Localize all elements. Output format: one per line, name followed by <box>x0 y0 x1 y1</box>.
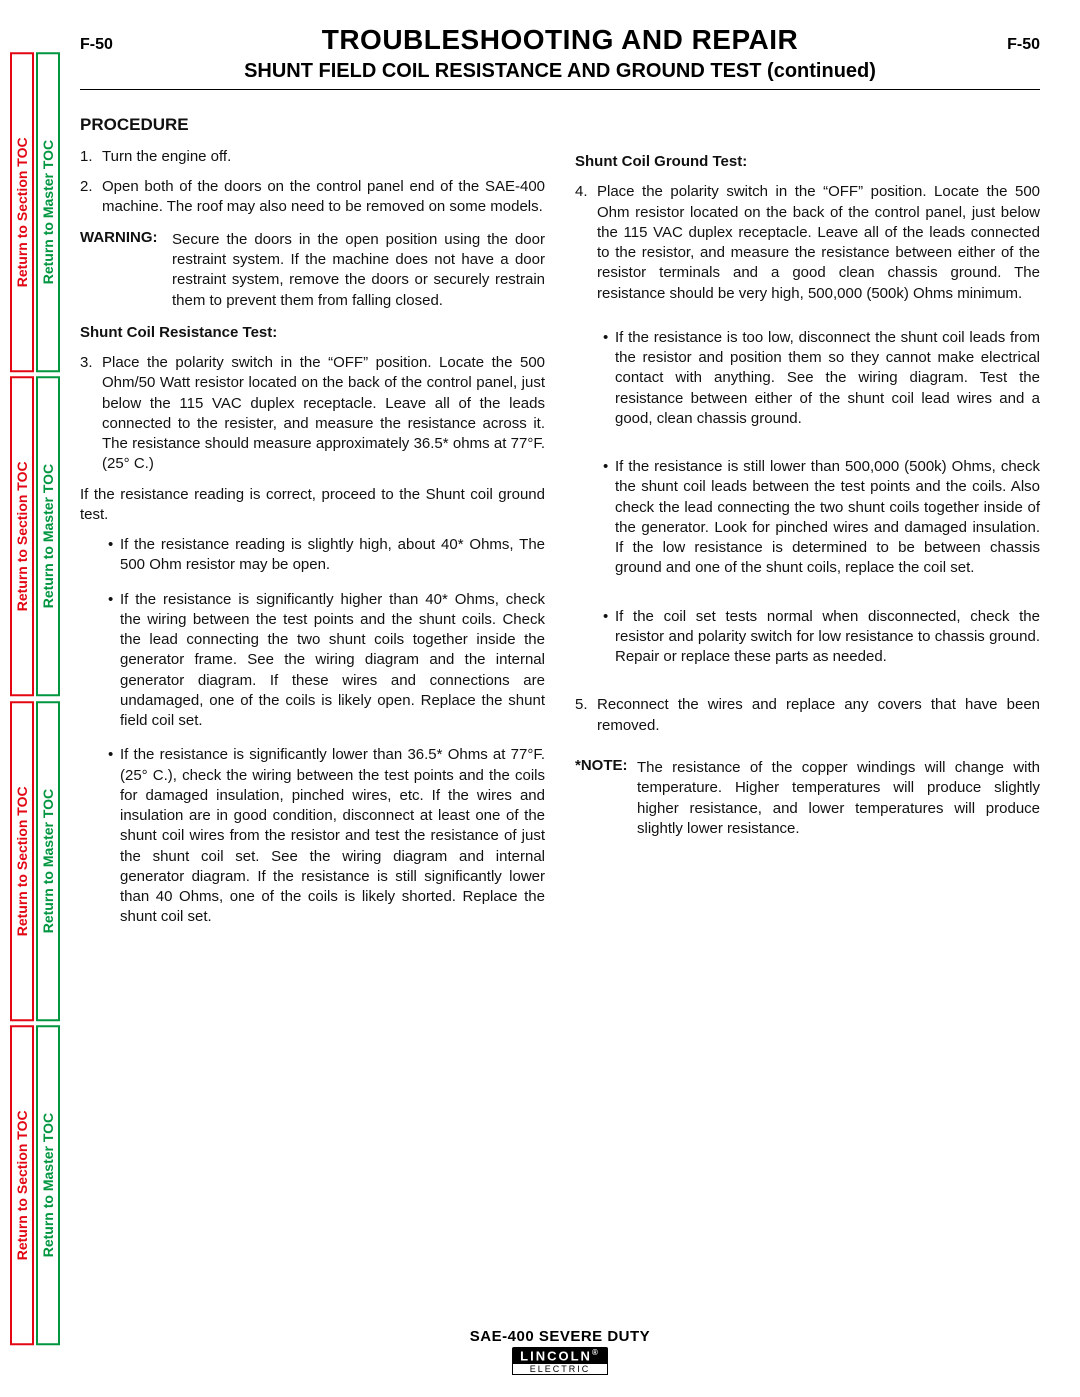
ground-bullets: If the resistance is too low, disconnect… <box>575 328 1040 668</box>
step-text: Turn the engine off. <box>102 147 545 167</box>
resistance-bullets: If the resistance reading is slightly hi… <box>80 535 545 928</box>
return-master-toc-link[interactable]: Return to Master TOC <box>36 1025 60 1345</box>
page-title: TROUBLESHOOTING AND REPAIR <box>322 24 799 56</box>
step-number: 4. <box>575 182 597 304</box>
note-label: *NOTE: <box>575 757 628 774</box>
proceed-note: If the resistance reading is correct, pr… <box>80 485 545 526</box>
bullet-item: If the resistance reading is slightly hi… <box>120 535 545 576</box>
logo-subbrand: ELECTRIC <box>512 1364 608 1375</box>
step-number: 5. <box>575 695 597 736</box>
bullet-item: If the resistance is still lower than 50… <box>615 457 1040 579</box>
page-footer: SAE-400 SEVERE DUTY LINCOLN® ELECTRIC <box>80 1328 1040 1377</box>
procedure-step-5: 5. Reconnect the wires and replace any c… <box>575 695 1040 736</box>
return-master-toc-link[interactable]: Return to Master TOC <box>36 376 60 696</box>
return-section-toc-link[interactable]: Return to Section TOC <box>10 376 34 696</box>
page-content: F-50 TROUBLESHOOTING AND REPAIR F-50 SHU… <box>80 20 1040 1377</box>
return-master-toc-link[interactable]: Return to Master TOC <box>36 701 60 1021</box>
page-code-left: F-50 <box>80 36 113 54</box>
bullet-item: If the resistance is too low, disconnect… <box>615 328 1040 429</box>
step-text: Open both of the doors on the control pa… <box>102 177 545 218</box>
procedure-list: 3. Place the polarity switch in the “OFF… <box>80 353 545 475</box>
return-section-toc-link[interactable]: Return to Section TOC <box>10 701 34 1021</box>
procedure-heading: PROCEDURE <box>80 114 545 137</box>
procedure-list: 1. Turn the engine off. 2. Open both of … <box>80 147 545 218</box>
master-toc-column: Return to Master TOC Return to Master TO… <box>36 50 60 1347</box>
procedure-list: 4. Place the polarity switch in the “OFF… <box>575 182 1040 304</box>
step-text: Place the polarity switch in the “OFF” p… <box>102 353 545 475</box>
ground-test-heading: Shunt Coil Ground Test: <box>575 152 1040 172</box>
lincoln-logo: LINCOLN® ELECTRIC <box>512 1347 608 1375</box>
left-column: PROCEDURE 1. Turn the engine off. 2. Ope… <box>80 114 545 942</box>
procedure-list: 5. Reconnect the wires and replace any c… <box>575 695 1040 736</box>
return-master-toc-link[interactable]: Return to Master TOC <box>36 52 60 372</box>
note-block: *NOTE: The resistance of the copper wind… <box>575 756 1040 839</box>
return-section-toc-link[interactable]: Return to Section TOC <box>10 1025 34 1345</box>
procedure-step-4: 4. Place the polarity switch in the “OFF… <box>575 182 1040 304</box>
footer-product: SAE-400 SEVERE DUTY <box>80 1328 1040 1345</box>
procedure-step-3: 3. Place the polarity switch in the “OFF… <box>80 353 545 475</box>
registered-icon: ® <box>592 1348 600 1357</box>
logo-brand: LINCOLN® <box>512 1347 608 1364</box>
note-text: The resistance of the copper windings wi… <box>637 758 1040 839</box>
page-subtitle: SHUNT FIELD COIL RESISTANCE AND GROUND T… <box>80 60 1040 83</box>
return-section-toc-link[interactable]: Return to Section TOC <box>10 52 34 372</box>
step-number: 1. <box>80 147 102 167</box>
page-header: F-50 TROUBLESHOOTING AND REPAIR F-50 SHU… <box>80 20 1040 90</box>
side-navigation: Return to Section TOC Return to Section … <box>10 50 62 1347</box>
bullet-item: If the resistance is significantly highe… <box>120 590 545 732</box>
page-code-right: F-50 <box>1007 36 1040 54</box>
step-text: Reconnect the wires and replace any cove… <box>597 695 1040 736</box>
warning-text: Secure the doors in the open position us… <box>172 230 545 311</box>
right-column: Shunt Coil Ground Test: 4. Place the pol… <box>575 114 1040 942</box>
step-number: 3. <box>80 353 102 475</box>
step-number: 2. <box>80 177 102 218</box>
resistance-test-heading: Shunt Coil Resistance Test: <box>80 323 545 343</box>
procedure-step-2: 2. Open both of the doors on the control… <box>80 177 545 218</box>
bullet-item: If the resistance is significantly lower… <box>120 745 545 927</box>
warning-label: WARNING: <box>80 229 158 246</box>
section-toc-column: Return to Section TOC Return to Section … <box>10 50 34 1347</box>
logo-brand-text: LINCOLN <box>520 1348 592 1363</box>
warning-block: WARNING: Secure the doors in the open po… <box>80 228 545 311</box>
procedure-step-1: 1. Turn the engine off. <box>80 147 545 167</box>
step-text: Place the polarity switch in the “OFF” p… <box>597 182 1040 304</box>
bullet-item: If the coil set tests normal when discon… <box>615 607 1040 668</box>
content-columns: PROCEDURE 1. Turn the engine off. 2. Ope… <box>80 114 1040 942</box>
